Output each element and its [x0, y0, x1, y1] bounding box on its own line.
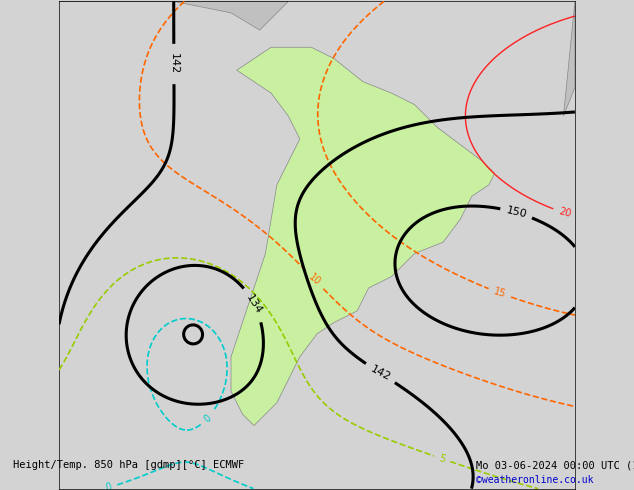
Text: 0: 0	[202, 413, 213, 424]
Text: 134: 134	[244, 293, 264, 316]
Text: Height/Temp. 850 hPa [gdmp][°C] ECMWF: Height/Temp. 850 hPa [gdmp][°C] ECMWF	[13, 461, 244, 470]
Polygon shape	[564, 1, 575, 116]
Text: 142: 142	[169, 53, 179, 74]
Text: 5: 5	[437, 453, 446, 465]
Text: 20: 20	[557, 206, 572, 219]
Text: 150: 150	[505, 205, 527, 220]
Text: 142: 142	[368, 364, 392, 383]
Text: ©weatheronline.co.uk: ©weatheronline.co.uk	[476, 475, 593, 485]
Text: 0: 0	[105, 482, 113, 490]
Text: 15: 15	[493, 286, 507, 299]
Text: Mo 03-06-2024 00:00 UTC (12+132): Mo 03-06-2024 00:00 UTC (12+132)	[476, 461, 634, 470]
Text: 10: 10	[306, 272, 322, 287]
Polygon shape	[231, 47, 495, 425]
Polygon shape	[59, 1, 288, 30]
